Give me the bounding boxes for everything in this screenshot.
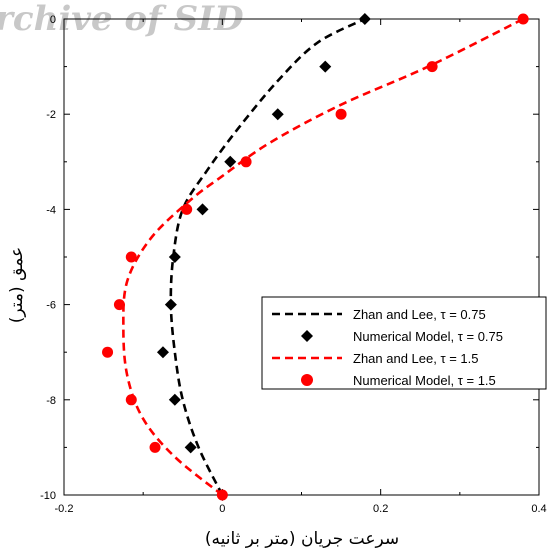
data-point-circle	[335, 108, 347, 120]
x-tick-label: 0.2	[373, 503, 388, 515]
data-point-circle	[113, 299, 125, 311]
data-point-diamond	[196, 203, 209, 216]
y-tick-label: -8	[46, 395, 56, 407]
series-line-2	[122, 17, 524, 497]
legend-label: Zhan and Lee, τ = 0.75	[353, 307, 486, 322]
legend-label: Numerical Model, τ = 1.5	[353, 373, 496, 388]
data-point-circle	[125, 251, 137, 263]
data-point-circle	[240, 156, 252, 168]
data-point-circle	[102, 346, 114, 358]
data-point-diamond	[168, 251, 181, 263]
data-point-diamond	[224, 155, 237, 168]
y-tick-label: -6	[46, 300, 56, 312]
series-line-0	[169, 17, 366, 496]
y-tick-label: -4	[46, 204, 56, 216]
data-point-diamond	[156, 346, 169, 359]
y-tick-label: -10	[40, 490, 56, 502]
data-point-circle	[426, 61, 438, 73]
data-point-circle	[125, 394, 137, 406]
data-point-diamond	[358, 13, 371, 25]
data-point-circle	[181, 203, 193, 215]
x-tick-label: -0.2	[55, 503, 74, 515]
legend-label: Numerical Model, τ = 0.75	[353, 329, 503, 344]
x-tick-label: 0	[219, 503, 225, 515]
y-tick-label: -2	[46, 109, 56, 121]
legend-swatch-circle	[301, 374, 313, 386]
data-point-circle	[149, 441, 161, 453]
legend-box	[261, 296, 547, 390]
y-axis-title: عمق (متر)	[7, 247, 27, 323]
data-point-circle	[517, 13, 529, 25]
x-axis-title: سرعت جريان (متر بر ثانيه)	[205, 529, 399, 549]
x-tick-label: 0.4	[531, 503, 546, 515]
data-point-diamond	[184, 441, 197, 454]
data-point-diamond	[168, 393, 181, 406]
data-point-diamond	[164, 298, 177, 311]
y-tick-label: 0	[50, 14, 56, 26]
legend-label: Zhan and Lee, τ = 1.5	[353, 351, 478, 366]
data-point-circle	[216, 489, 228, 501]
legend: Zhan and Lee, τ = 0.75 Numerical Model, τ…	[261, 296, 547, 390]
legend-swatch-diamond	[301, 330, 313, 342]
data-point-diamond	[271, 108, 284, 121]
data-point-diamond	[319, 60, 332, 73]
